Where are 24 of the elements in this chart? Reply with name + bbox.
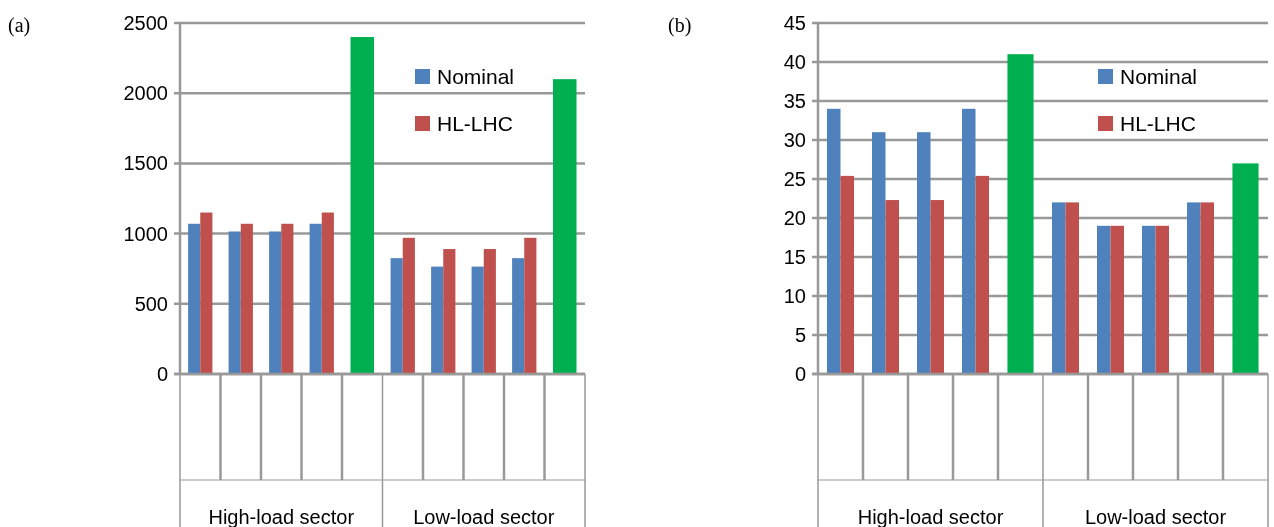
text: Low-load sector (1084, 506, 1227, 527)
y-tick-label: 20 (783, 207, 806, 229)
y-tick-label: 0 (156, 363, 168, 385)
y-tick-label: 0 (794, 363, 806, 385)
legend-label: Nominal (437, 65, 515, 89)
y-tick-label: 25 (783, 168, 806, 190)
chart-title: (b) (668, 14, 692, 37)
y-tick-label: 40 (783, 51, 806, 73)
y-tick-label: 1500 (123, 152, 168, 175)
y-tick-label: 10 (783, 285, 806, 307)
y-tick-label: 45 (783, 12, 806, 34)
legend-label: HL-LHC (437, 112, 513, 136)
y-tick-label: 2500 (123, 12, 168, 34)
y-tick-label: 1000 (123, 222, 168, 245)
legend-label: Nominal (1120, 65, 1198, 89)
chart-title: (a) (8, 14, 31, 37)
y-tick-label: 30 (783, 129, 806, 151)
legend-label: HL-LHC (1120, 112, 1196, 136)
y-tick-label: 5 (794, 324, 806, 346)
text: Low-load sector (413, 506, 555, 527)
y-tick-label: 2000 (123, 82, 168, 105)
y-tick-label: 500 (134, 292, 168, 315)
y-tick-label: 35 (783, 90, 806, 112)
y-tick-label: 15 (783, 246, 806, 268)
